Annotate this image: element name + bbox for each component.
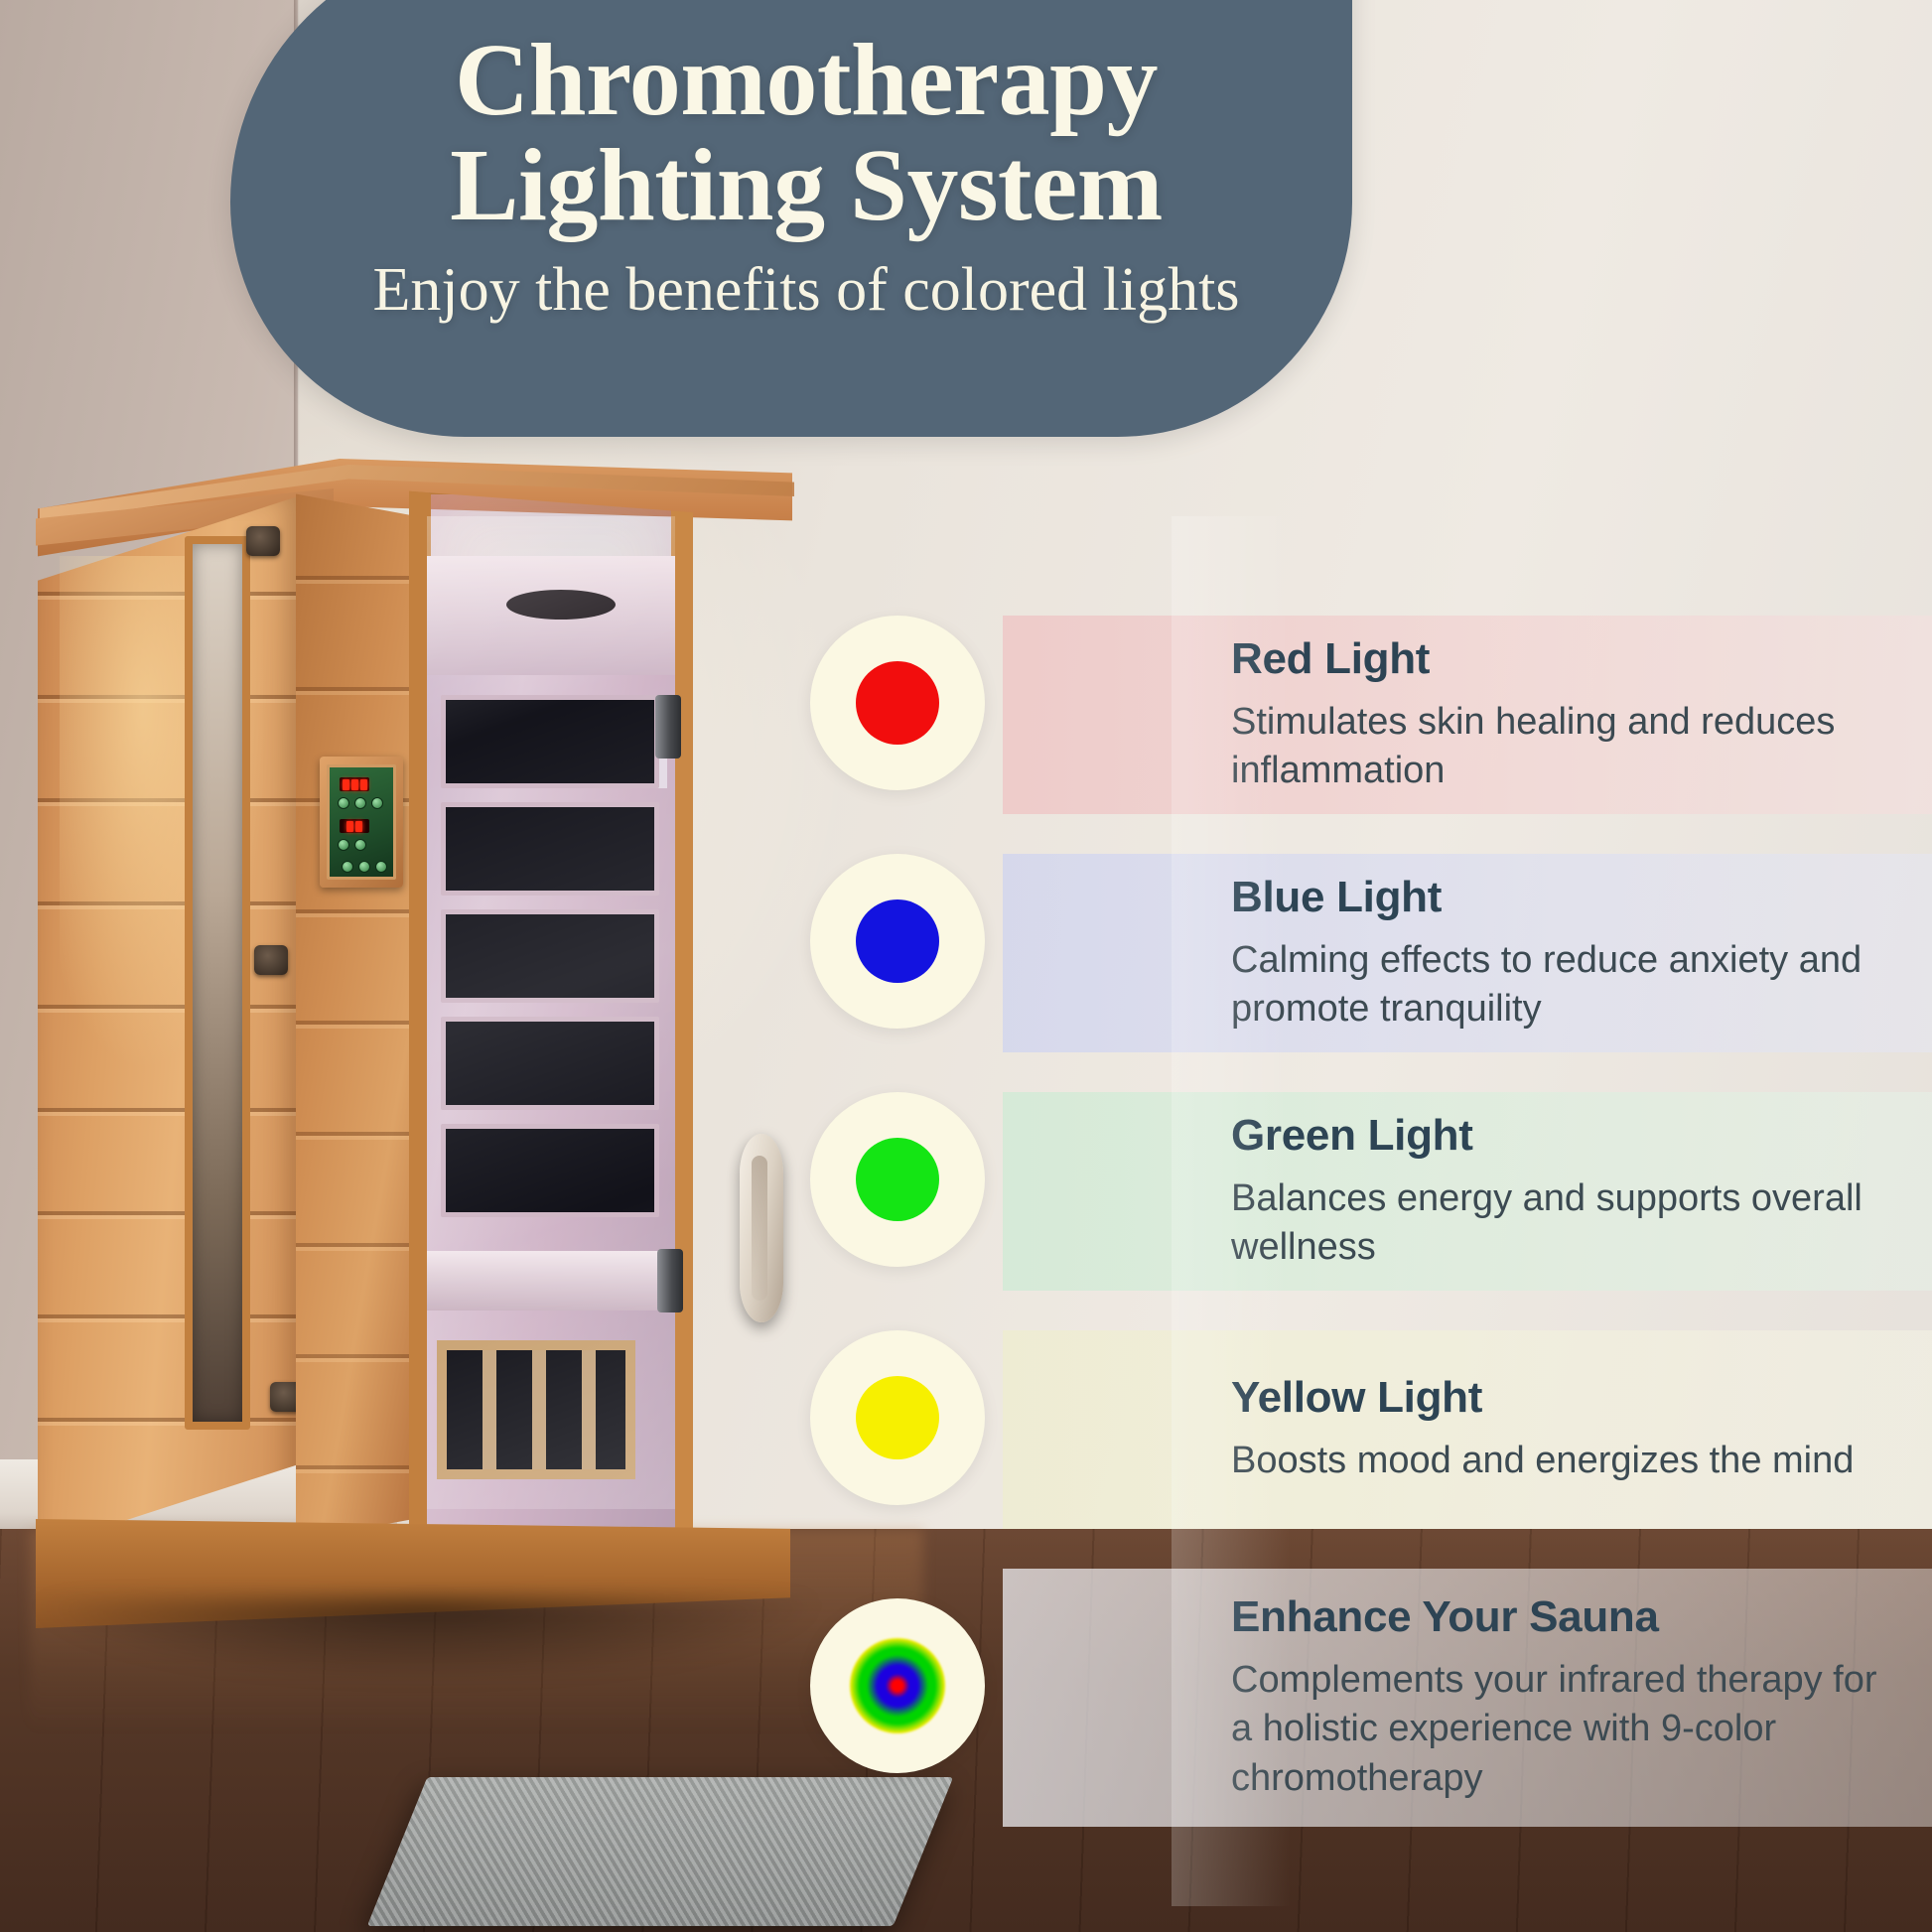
infrared-heater-panel bbox=[441, 909, 659, 1003]
sauna-interior: CAUTION bbox=[427, 556, 675, 1529]
blue-light-dot-icon bbox=[856, 899, 939, 983]
heater-slat bbox=[532, 1350, 546, 1469]
light-buttons-row bbox=[342, 861, 387, 873]
heater-slat bbox=[582, 1350, 596, 1469]
benefit-title: Yellow Light bbox=[1231, 1373, 1483, 1423]
sauna-ground-shadow bbox=[40, 1598, 814, 1678]
red-light-swatch bbox=[810, 616, 985, 790]
benefit-title: Enhance Your Sauna bbox=[1231, 1591, 1659, 1641]
multicolor-light-dot-icon bbox=[850, 1638, 945, 1733]
benefit-description: Balances energy and supports overall wel… bbox=[1231, 1176, 1863, 1268]
benefit-description: Complements your infrared therapy for a … bbox=[1231, 1658, 1877, 1799]
timer-up-icon bbox=[338, 839, 349, 851]
benefit-row-yellow-light: Yellow Light Boosts mood and energizes t… bbox=[810, 1330, 1932, 1529]
heater-slat bbox=[483, 1350, 496, 1469]
door-hinge-icon bbox=[655, 695, 681, 759]
timer-display bbox=[340, 819, 369, 833]
benefits-list: Red Light Stimulates skin healing and re… bbox=[810, 490, 1932, 1932]
sauna-control-panel bbox=[327, 764, 396, 880]
temp-down-icon bbox=[354, 797, 366, 809]
sauna-side-wall bbox=[38, 496, 298, 1549]
page-title-line-1: Chromotherapy bbox=[455, 23, 1159, 137]
benefit-title: Red Light bbox=[1231, 633, 1431, 683]
temperature-display bbox=[340, 777, 369, 791]
control-buttons-row bbox=[338, 797, 383, 809]
benefit-row-green-light: Green Light Balances energy and supports… bbox=[810, 1092, 1932, 1291]
door-hinge-icon bbox=[657, 1249, 683, 1312]
light-icon bbox=[342, 861, 353, 873]
page-subtitle: Enjoy the benefits of colored lights bbox=[372, 256, 1240, 325]
sauna-latch-icon bbox=[246, 526, 280, 556]
yellow-light-swatch bbox=[810, 1330, 985, 1505]
timer-buttons-row bbox=[338, 839, 366, 851]
benefit-description: Stimulates skin healing and reduces infl… bbox=[1231, 700, 1836, 791]
infrared-heater-panel bbox=[441, 1017, 659, 1110]
power-icon bbox=[371, 797, 383, 809]
fan-icon bbox=[375, 861, 387, 873]
blue-light-swatch bbox=[810, 854, 985, 1029]
timer-down-icon bbox=[354, 839, 366, 851]
benefit-row-blue-light: Blue Light Calming effects to reduce anx… bbox=[810, 854, 1932, 1052]
multicolor-light-swatch bbox=[810, 1598, 985, 1773]
infrared-heater-panel bbox=[441, 802, 659, 896]
green-light-swatch bbox=[810, 1092, 985, 1267]
red-light-dot-icon bbox=[856, 661, 939, 745]
infrared-heater-panel bbox=[441, 695, 659, 788]
temp-up-icon bbox=[338, 797, 349, 809]
lower-heater-panel bbox=[437, 1340, 635, 1479]
sauna-bench bbox=[427, 1251, 675, 1311]
benefit-title: Green Light bbox=[1231, 1110, 1473, 1160]
benefit-title: Blue Light bbox=[1231, 872, 1443, 921]
benefit-description: Calming effects to reduce anxiety and pr… bbox=[1231, 938, 1863, 1030]
benefit-row-enhance-your-sauna: Enhance Your Sauna Complements your infr… bbox=[810, 1569, 1932, 1827]
yellow-light-dot-icon bbox=[856, 1376, 939, 1459]
infrared-heater-panel bbox=[441, 1124, 659, 1217]
header-banner: Chromotherapy Lighting System Enjoy the … bbox=[230, 0, 1352, 437]
chromo-icon bbox=[358, 861, 370, 873]
benefit-row-red-light: Red Light Stimulates skin healing and re… bbox=[810, 616, 1932, 814]
sauna-front-frame bbox=[296, 493, 411, 1541]
green-light-dot-icon bbox=[856, 1138, 939, 1221]
header-banner-content: Chromotherapy Lighting System Enjoy the … bbox=[230, 0, 1352, 437]
sauna-side-window bbox=[185, 536, 250, 1430]
sauna-door-handle bbox=[740, 1134, 783, 1322]
ceiling-speaker-icon bbox=[506, 590, 616, 620]
sauna-latch-icon bbox=[254, 945, 288, 975]
page-title: Chromotherapy Lighting System bbox=[300, 23, 1312, 243]
page-title-line-2: Lighting System bbox=[450, 128, 1163, 243]
benefit-description: Boosts mood and energizes the mind bbox=[1231, 1440, 1855, 1482]
